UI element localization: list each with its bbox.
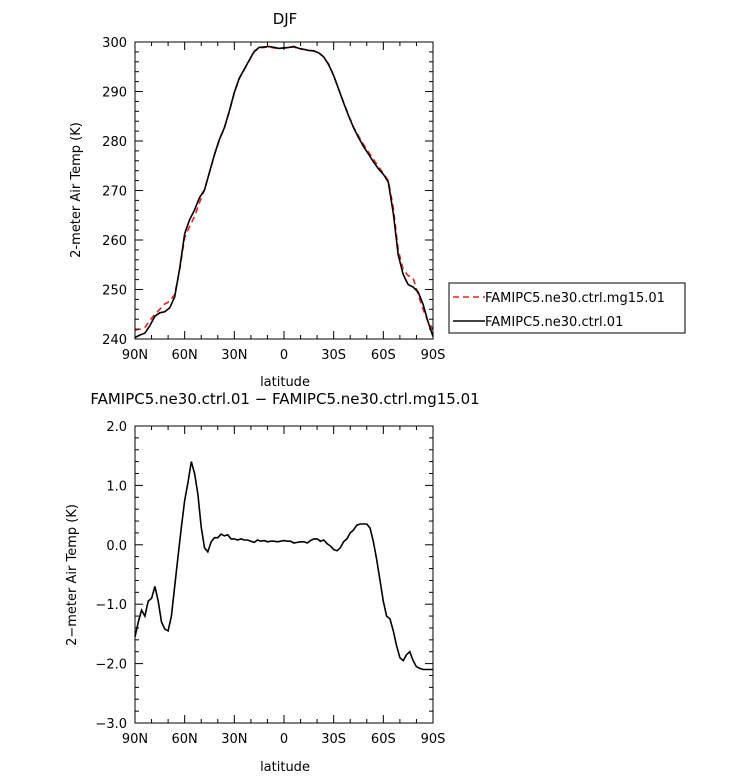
chart0-x-tick-label: 90S xyxy=(421,348,446,363)
chart1-series-1-line xyxy=(134,461,433,671)
chart1-y-tick-label: −1.0 xyxy=(95,598,127,613)
legend-label-series-1: FAMIPC5.ne30.ctrl.mg15.01 xyxy=(485,291,665,306)
chart0-frame xyxy=(134,41,434,340)
legend-label-series-2: FAMIPC5.ne30.ctrl.01 xyxy=(485,315,623,330)
top-x-axis-label: latitude xyxy=(260,375,310,390)
chart1-x-tick-label: 0 xyxy=(280,732,288,747)
chart1-y-tick-label: −2.0 xyxy=(95,658,127,673)
chart1-y-tick-label: 2.0 xyxy=(106,420,127,435)
chart0-y-tick-label: 260 xyxy=(102,234,127,249)
chart0-series-1-line xyxy=(134,46,434,331)
bottom-x-axis-label: latitude xyxy=(260,760,310,775)
chart0-series-2-line xyxy=(134,45,434,339)
bottom-chart-title: FAMIPC5.ne30.ctrl.01 − FAMIPC5.ne30.ctrl… xyxy=(90,390,479,408)
chart0-x-tick-label: 60S xyxy=(371,348,396,363)
top-chart: DJF 90N 60N 30N 0 30S 60S 90S 300 290 280 270 260 25… xyxy=(69,10,445,390)
bottom-y-axis-label: 2−meter Air Temp (K) xyxy=(65,504,80,646)
chart0-y-tick-label: 300 xyxy=(102,36,127,51)
chart0-x-tick-label: 60N xyxy=(172,348,198,363)
chart0-x-tick-label: 30S xyxy=(321,348,346,363)
chart0-x-tick-label: 0 xyxy=(280,348,288,363)
chart1-x-tick-label: 60N xyxy=(172,732,198,747)
chart0-x-tick-label: 90N xyxy=(122,348,148,363)
chart0-x-tick-label: 30N xyxy=(221,348,247,363)
chart1-y-tick-label: −3.0 xyxy=(95,717,127,732)
chart1-x-tick-label: 90S xyxy=(421,732,446,747)
bottom-chart: FAMIPC5.ne30.ctrl.01 − FAMIPC5.ne30.ctrl… xyxy=(65,390,480,775)
chart1-x-tick-label: 90N xyxy=(122,732,148,747)
legend-box xyxy=(448,282,686,334)
chart0-y-tick-label: 280 xyxy=(102,135,127,150)
chart1-y-tick-label: 0.0 xyxy=(106,539,127,554)
top-plot-area: 90N 60N 30N 0 30S 60S 90S 300 290 280 270 260 250 240 xyxy=(102,36,445,363)
chart1-x-tick-label: 30N xyxy=(221,732,247,747)
bottom-plot-area: 90N 60N 30N 0 30S 60S 90S 2.0 1.0 0.0 −1.0 −2.0 −3.0 xyxy=(95,420,445,747)
chart0-y-tick-label: 240 xyxy=(102,333,127,348)
chart0-y-tick-label: 250 xyxy=(102,284,127,299)
chart1-x-tick-label: 30S xyxy=(321,732,346,747)
chart0-y-tick-label: 270 xyxy=(102,185,127,200)
chart1-y-tick-label: 1.0 xyxy=(106,479,127,494)
top-y-axis-label: 2-meter Air Temp (K) xyxy=(69,122,84,258)
legend: FAMIPC5.ne30.ctrl.mg15.01 FAMIPC5.ne30.c… xyxy=(448,282,686,334)
chart0-y-tick-label: 290 xyxy=(102,86,127,101)
chart1-frame xyxy=(134,425,434,724)
top-chart-title: DJF xyxy=(273,10,298,28)
chart1-x-tick-label: 60S xyxy=(371,732,396,747)
